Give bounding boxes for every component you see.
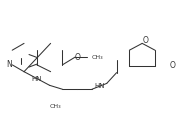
Text: O: O xyxy=(74,53,80,62)
Text: CH₃: CH₃ xyxy=(92,55,104,60)
Text: HN: HN xyxy=(94,83,105,89)
Text: O: O xyxy=(142,36,148,45)
Text: HN: HN xyxy=(32,75,42,82)
Text: CH₃: CH₃ xyxy=(50,104,61,109)
Text: N: N xyxy=(6,60,12,69)
Text: O: O xyxy=(170,61,176,70)
